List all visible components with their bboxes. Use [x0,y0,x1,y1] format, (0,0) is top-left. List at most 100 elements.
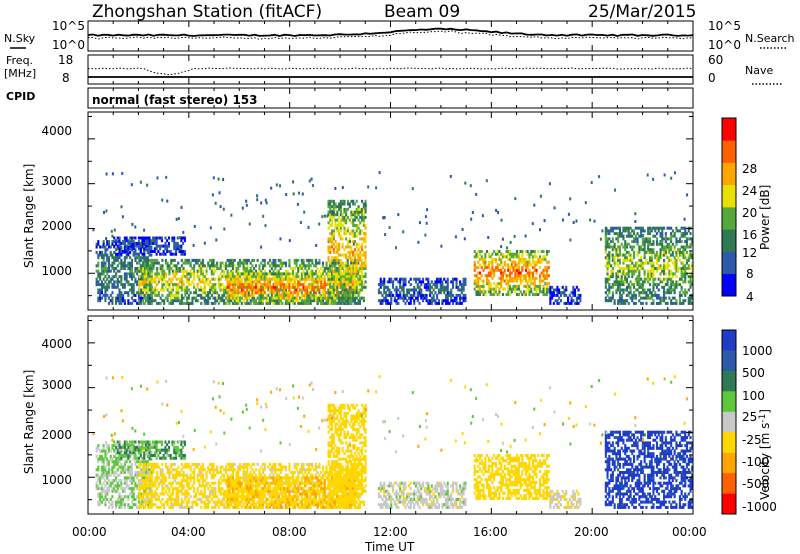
power-cell [228,261,231,265]
power-cell [235,299,238,303]
power-cell [345,232,348,236]
power-cell [327,250,330,254]
power-cell [265,277,268,281]
power-cell [668,256,671,260]
power-cell [668,258,671,262]
power-cell [670,285,673,289]
power-cell [203,280,206,284]
power-cell [475,192,478,196]
power-cell [661,232,664,236]
power-cell [173,283,176,287]
power-cell [205,267,208,270]
power-cell [620,299,623,303]
power-cell [437,288,440,292]
power-cell [395,285,398,289]
power-cell [249,283,252,287]
power-cell [159,252,162,256]
power-cell [355,283,358,287]
power-cell [244,296,247,300]
power-cell [357,226,360,230]
power-cell [219,264,222,268]
power-cell [201,280,204,284]
power-cell [362,267,365,270]
power-cell [102,258,105,262]
power-cell [417,240,420,244]
power-cell [540,260,543,264]
power-cell [668,291,671,295]
velocity-cell [134,503,137,507]
power-cell [313,296,316,300]
power-cell [272,283,275,287]
power-cell [240,288,243,292]
power-cell [143,252,146,256]
power-cell [113,275,116,279]
power-cell [217,296,220,300]
power-cell [670,240,673,244]
power-cb-segment [722,229,736,252]
power-cell [329,277,332,281]
power-cb-segment [722,140,736,163]
velocity-cell [136,495,139,499]
velocity-cell [120,471,123,474]
power-cell [201,291,204,295]
power-cell [209,280,212,284]
power-cell [494,284,497,288]
velocity-cell [129,465,132,469]
power-cell [301,192,304,196]
station-title: Zhongshan Station (fitACF) [92,2,322,22]
power-cell [546,271,549,275]
power-cell [475,282,478,286]
power-cell [539,279,542,283]
power-cell [130,247,133,251]
power-cell [277,296,280,300]
power-cell [264,224,267,228]
power-cell [427,283,430,287]
power-cell [620,272,623,276]
velocity-cell [97,460,100,464]
power-cell [309,296,312,300]
power-cell [193,291,196,295]
velocity-cell [115,471,118,474]
power-cell [102,293,105,297]
power-cell [279,301,282,305]
power-cell [107,261,110,265]
power-cell [631,248,634,252]
power-cell [406,288,409,292]
power-cell [279,296,282,300]
power-cell [459,293,462,297]
power-cell [157,272,160,276]
power-cell [338,242,341,246]
power-cell [558,291,561,295]
power-cell [261,293,264,297]
power-cell [542,258,545,261]
power-cell [530,271,533,275]
power-cell [293,275,296,279]
power-cell [118,291,121,295]
power-cell [521,266,524,270]
power-cell [640,229,643,233]
power-cell [357,293,360,297]
power-cell [558,288,561,292]
power-cell [500,274,503,278]
power-cell [661,248,664,252]
power-cell [276,283,279,287]
power-cell [293,258,296,262]
power-cell [137,256,140,260]
power-cell [291,293,294,297]
power-cell [643,242,646,246]
power-cell [118,280,121,284]
power-cell [627,234,630,238]
power-cell [334,277,337,281]
power-cell [493,274,496,278]
velocity-cell [136,505,139,509]
power-cell [120,267,123,270]
power-cell [531,258,534,261]
power-cell [339,269,342,273]
velocity-cell [132,476,135,480]
power-cell [102,261,105,265]
power-cell [641,240,644,244]
power-cell [498,263,501,267]
power-cell [625,245,628,249]
power-cell [627,232,630,236]
power-cell [418,301,421,305]
